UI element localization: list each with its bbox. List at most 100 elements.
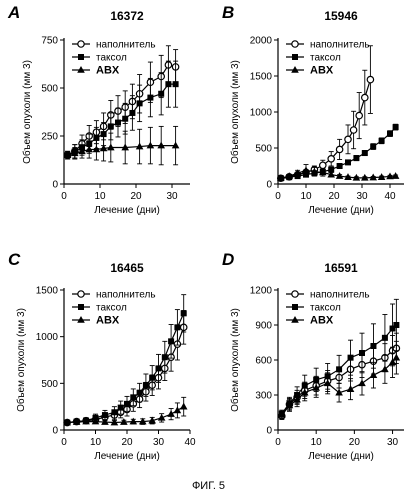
y-tick-label: 600	[255, 356, 272, 367]
marker-p3-s2	[381, 365, 389, 373]
marker-p2-s2	[63, 418, 71, 426]
marker-p2-s2	[138, 417, 147, 425]
marker-p1-s0	[360, 93, 369, 102]
y-tick-label: 2000	[250, 36, 273, 47]
marker-p3-s1	[359, 350, 365, 356]
legend-label: ABX	[310, 315, 334, 327]
marker-p2-s1	[101, 412, 108, 419]
marker-p2-s2	[82, 417, 90, 425]
x-tick-label: 0	[275, 191, 281, 202]
marker-p2-slegend0	[77, 290, 85, 298]
marker-p3-s1	[389, 325, 396, 332]
x-tick-label: 40	[184, 437, 196, 448]
marker-p3-s2	[335, 388, 343, 396]
marker-p1-s0	[366, 75, 375, 84]
marker-p1-s2	[327, 170, 335, 178]
marker-p3-s1	[381, 334, 388, 341]
marker-p3-s2	[293, 395, 301, 403]
y-tick-label: 0	[266, 426, 272, 437]
x-axis-label: Лечение (дни)	[94, 205, 160, 216]
marker-p0-s2	[78, 147, 86, 155]
y-tick-label: 1500	[250, 72, 273, 83]
x-tick-label: 30	[153, 437, 165, 448]
marker-p1-s1	[392, 124, 399, 131]
marker-p1-s2	[344, 173, 352, 180]
marker-p1-s0	[349, 126, 358, 134]
x-tick-label: 30	[166, 191, 178, 202]
marker-p2-s1	[155, 365, 162, 372]
panel-title: 16372	[110, 9, 144, 23]
marker-p0-s1	[107, 123, 114, 130]
marker-p1-s2	[352, 173, 361, 181]
y-tick-label: 300	[255, 391, 272, 402]
marker-p0-slegend1	[78, 54, 84, 60]
marker-p3-s2	[278, 410, 286, 418]
marker-p2-s1	[117, 404, 124, 411]
panel-title: 16465	[110, 261, 144, 275]
marker-p1-s2	[386, 172, 394, 180]
legend-label: наполнитель	[96, 290, 156, 301]
y-tick-label: 250	[41, 132, 58, 143]
x-tick-label: 0	[275, 437, 281, 448]
legend-label: наполнитель	[310, 40, 370, 51]
marker-p0-s2	[157, 141, 165, 149]
legend-label: таксол	[96, 303, 127, 314]
y-tick-label: 500	[41, 379, 58, 390]
chart-panel-D: D 16591 0 300 600 900 1200 0 10 20 30 Лечение (дни)…	[222, 250, 404, 462]
panel-title: 16591	[324, 261, 358, 275]
series-2	[277, 164, 400, 182]
marker-p3-s1	[347, 354, 354, 361]
x-tick-label: 20	[328, 191, 340, 202]
marker-p1-s2	[377, 173, 386, 180]
marker-p2-s1	[174, 324, 181, 331]
marker-p0-s2	[92, 145, 101, 153]
x-tick-label: 20	[349, 437, 361, 448]
marker-p1-s1	[370, 143, 377, 150]
marker-p1-s2	[285, 172, 293, 179]
x-axis-label: Лечение (дни)	[94, 451, 160, 462]
legend-label: ABX	[96, 315, 120, 327]
marker-p3-s2	[392, 353, 401, 361]
marker-p3-s2	[369, 371, 378, 378]
marker-p2-s2	[167, 410, 175, 417]
marker-p2-slegend1	[78, 304, 84, 310]
x-tick-label: 10	[311, 437, 323, 448]
marker-p2-s1	[149, 374, 156, 381]
marker-p3-s2	[323, 379, 332, 387]
marker-p1-s1	[387, 130, 393, 137]
y-tick-label: 750	[41, 36, 58, 47]
y-axis-label: Объем опухоли (мм 3)	[229, 308, 241, 412]
legend-label: таксол	[310, 53, 341, 64]
x-tick-label: 20	[121, 437, 133, 448]
chart-panel-C: C 16465 0 500 1000 1500 0 10 20 30 40 Лечение (дни)…	[8, 250, 196, 462]
marker-p0-s2	[107, 143, 115, 151]
x-tick-label: 30	[387, 437, 399, 448]
marker-p2-s2	[129, 417, 138, 425]
marker-p1-s0	[355, 111, 364, 120]
marker-p3-s1	[336, 366, 343, 373]
marker-p0-s1	[158, 90, 165, 97]
panel-letter: A	[7, 3, 20, 22]
marker-p3-s2	[358, 379, 366, 387]
marker-p2-s2	[179, 402, 188, 410]
series-2	[63, 396, 188, 426]
marker-p1-s2	[293, 169, 302, 176]
marker-p1-slegend2	[291, 66, 299, 73]
y-tick-label: 500	[255, 144, 272, 155]
marker-p2-s2	[173, 406, 182, 414]
marker-p2-s2	[91, 417, 100, 425]
legend-label: ABX	[96, 65, 120, 77]
y-tick-label: 1500	[36, 286, 59, 297]
marker-p3-s2	[285, 401, 294, 409]
marker-p3-slegend2	[291, 316, 299, 323]
y-tick-label: 1000	[36, 332, 59, 343]
y-tick-label: 0	[266, 180, 272, 191]
marker-p3-s2	[300, 388, 309, 396]
marker-p2-s2	[110, 418, 119, 426]
panel-title: 15946	[324, 9, 358, 23]
marker-p2-s2	[157, 413, 166, 421]
x-axis-label: Лечение (дни)	[308, 205, 374, 216]
y-tick-label: 900	[255, 321, 272, 332]
marker-p3-s2	[312, 384, 320, 391]
x-tick-label: 10	[300, 191, 312, 202]
